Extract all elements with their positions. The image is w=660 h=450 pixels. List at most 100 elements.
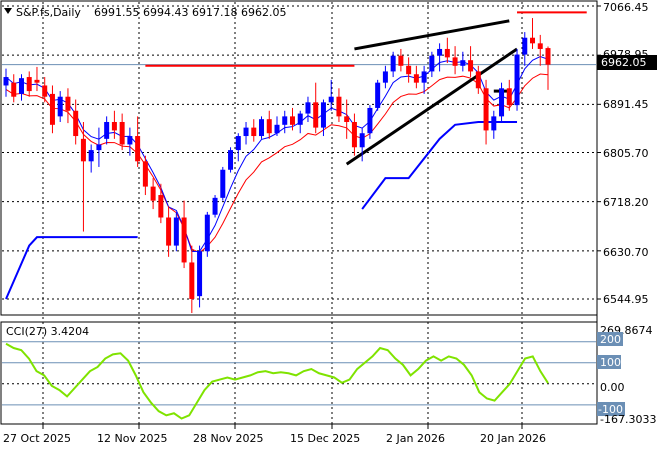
cci-level-label-minus100: -100 [598, 403, 623, 416]
cci-level-label-200: 200 [600, 333, 621, 346]
price-axis: 7066.45 6978.95 6891.45 6805.70 6718.20 … [603, 1, 649, 306]
candle-body [3, 77, 9, 86]
cci-series [5, 342, 549, 420]
candle-body [359, 133, 365, 148]
fast-band-line [5, 73, 549, 254]
cci-level-badge-100 [597, 355, 621, 369]
candle-body [344, 116, 350, 122]
time-axis-label: 2 Jan 2026 [386, 432, 445, 445]
price-tick-label: 6891.45 [603, 98, 649, 111]
candle-body [398, 55, 404, 66]
support-line-right [361, 120, 518, 210]
current-price-badge [597, 55, 657, 70]
candle-body [111, 121, 117, 131]
candle-body [297, 113, 303, 125]
candle-body [251, 127, 257, 137]
time-axis: 27 Oct 2025 12 Nov 2025 28 Nov 2025 15 D… [3, 432, 546, 445]
candle-body [235, 136, 241, 151]
candle-body [367, 107, 373, 134]
time-axis-label: 15 Dec 2025 [290, 432, 360, 445]
time-axis-label: 20 Jan 2026 [480, 432, 546, 445]
candle-body [413, 74, 419, 83]
candle-body [475, 71, 481, 89]
candle-body [197, 251, 203, 297]
time-axis-label: 12 Nov 2025 [97, 432, 167, 445]
candle-body [173, 217, 179, 246]
candle-body [429, 55, 435, 72]
candle-body [259, 119, 265, 137]
candle-body [328, 96, 334, 103]
candle-body [375, 82, 381, 108]
candle-body [73, 110, 79, 137]
ohlc-values: 6991.55 6994.43 6917.18 6962.05 [94, 6, 286, 19]
candle-body [166, 217, 172, 246]
candle-body [189, 262, 195, 299]
candle-body [158, 195, 164, 218]
wedge-lower-trendline [345, 47, 518, 166]
candle-body [57, 96, 63, 117]
time-axis-label: 27 Oct 2025 [3, 432, 71, 445]
candle-body [320, 102, 326, 128]
support-line-left [5, 236, 138, 300]
candle-body [228, 150, 234, 170]
candle-body [243, 127, 249, 137]
candle-body [204, 214, 210, 252]
candle-body [522, 37, 528, 55]
candle-body [390, 55, 396, 72]
candle-body [537, 43, 543, 49]
time-axis-label: 28 Nov 2025 [193, 432, 263, 445]
candle-body [351, 121, 357, 148]
candle-body [119, 121, 125, 145]
candle-body [18, 78, 24, 94]
candle-body [26, 77, 32, 92]
drawing-objects[interactable] [5, 11, 587, 300]
cci-level-badge-200 [597, 332, 623, 346]
candle-body [282, 116, 288, 125]
cci-level-label-0: 0.00 [600, 381, 625, 394]
candle-body [88, 150, 94, 162]
candle-body [142, 161, 148, 187]
candle-body [452, 57, 458, 66]
candle-body [127, 136, 133, 145]
candle-body [212, 197, 218, 215]
current-price-label: 6962.05 [601, 56, 647, 69]
price-tick-label: 6805.70 [603, 147, 649, 160]
candle-body [11, 82, 17, 97]
candle-body [135, 136, 141, 162]
cci-line [5, 342, 549, 420]
candle-body [220, 169, 226, 198]
candle-body [514, 54, 520, 106]
cci-level-badge-minus100 [597, 402, 625, 416]
price-tick-label: 6630.70 [603, 246, 649, 259]
symbol-label: S&P.fs,Daily [16, 6, 81, 19]
candle-body [80, 138, 86, 162]
candle-body [468, 60, 474, 72]
candle-body [460, 60, 466, 66]
cci-level-label-100: 100 [600, 356, 621, 369]
candle-body [49, 93, 55, 125]
price-tick-label: 6718.20 [603, 196, 649, 209]
symbol-dropdown-icon[interactable] [4, 8, 12, 14]
price-tick-label: 6544.95 [603, 293, 649, 306]
candle-body [274, 124, 280, 134]
candle-body [406, 65, 412, 75]
candle-body [313, 102, 319, 128]
candle-body [42, 85, 48, 97]
candle-body [96, 144, 102, 151]
vertical-grid [42, 2, 523, 429]
horizontal-grid [2, 5, 601, 300]
candle-body [483, 88, 489, 131]
candle-body [421, 71, 427, 83]
price-bands [5, 55, 549, 254]
cci-indicator-label: CCI(27) 3.4204 [6, 325, 89, 338]
candle-body [104, 121, 110, 139]
wedge-upper-trendline [354, 19, 510, 51]
slow-band-line [5, 55, 549, 253]
candle-body [305, 102, 311, 114]
candle-body [336, 96, 342, 117]
price-tick-label: 7066.45 [603, 1, 649, 14]
candle-body [181, 217, 187, 263]
candlesticks [3, 18, 551, 314]
candle-body [506, 88, 512, 106]
